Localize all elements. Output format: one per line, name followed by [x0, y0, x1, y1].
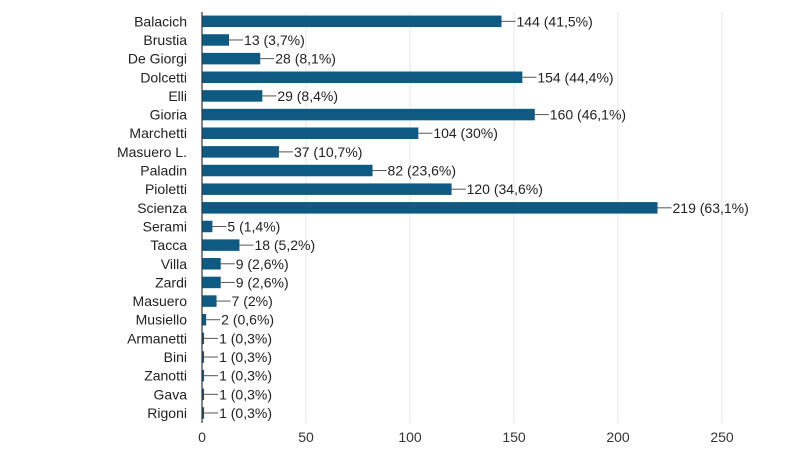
data-label: 5 (1,4%): [227, 218, 280, 234]
bar: [202, 220, 213, 233]
data-label: 9 (2,6%): [236, 256, 289, 272]
data-label: 2 (0,6%): [221, 312, 274, 328]
bar: [202, 295, 217, 307]
category-label: Brustia: [143, 32, 187, 48]
bar: [202, 351, 205, 363]
category-label: Villa: [161, 256, 187, 272]
x-tick-label: 200: [606, 429, 630, 445]
x-tick-label: 0: [198, 429, 206, 445]
data-label: 144 (41,5%): [517, 13, 593, 29]
category-label: Masuero L.: [117, 144, 187, 160]
category-label: Zanotti: [144, 368, 187, 384]
data-label: 104 (30%): [433, 125, 498, 141]
x-tick-label: 150: [502, 429, 526, 445]
data-label: 82 (23,6%): [388, 163, 456, 179]
data-labels: 144 (41,5%) 13 (3,7%) 28 (8,1%) 154 (44,4%)…: [204, 13, 749, 421]
category-label: Musiello: [136, 312, 188, 328]
data-label: 37 (10,7%): [294, 144, 362, 160]
x-tick-label: 50: [298, 429, 314, 445]
data-label: 120 (34,6%): [467, 181, 543, 197]
category-label: Serami: [143, 218, 187, 234]
bar: [202, 202, 658, 214]
bar: [202, 90, 263, 102]
bar: [202, 15, 502, 28]
bar: [202, 71, 523, 84]
category-labels: Balacich Brustia De Giorgi Dolcetti Elli Gior…: [117, 13, 187, 421]
bar: [202, 146, 279, 158]
data-label: 9 (2,6%): [236, 274, 289, 290]
category-label: Tacca: [150, 237, 187, 253]
category-label: Zardi: [155, 274, 187, 290]
category-label: Scienza: [137, 200, 187, 216]
category-label: Rigoni: [147, 405, 187, 421]
bar: [202, 258, 221, 270]
x-axis-ticks: 0 50 100 150 200 250: [198, 429, 734, 445]
x-tick-label: 250: [710, 429, 734, 445]
category-label: Gioria: [150, 107, 188, 123]
category-label: Elli: [168, 88, 187, 104]
data-label: 1 (0,3%): [219, 368, 272, 384]
data-label: 13 (3,7%): [244, 32, 305, 48]
bar: [202, 183, 452, 195]
bar: [202, 332, 205, 345]
bar: [202, 369, 205, 382]
category-label: Dolcetti: [140, 69, 187, 85]
bar: [202, 52, 261, 65]
bar: [202, 313, 207, 326]
data-label: 1 (0,3%): [219, 405, 272, 421]
data-label: 154 (44,4%): [537, 69, 613, 85]
category-label: Balacich: [134, 13, 187, 29]
bar: [202, 239, 240, 251]
data-label: 1 (0,3%): [219, 386, 272, 402]
bar: [202, 34, 230, 46]
data-label: 28 (8,1%): [275, 51, 336, 67]
bar: [202, 164, 373, 177]
category-label: Masuero: [133, 293, 188, 309]
category-label: Pioletti: [145, 181, 187, 197]
data-label: 1 (0,3%): [219, 330, 272, 346]
data-label: 219 (63,1%): [673, 200, 749, 216]
bar: [202, 388, 205, 401]
data-label: 29 (8,4%): [277, 88, 338, 104]
category-label: Marchetti: [129, 125, 187, 141]
category-label: Bini: [164, 349, 187, 365]
data-label: 7 (2%): [232, 293, 273, 309]
bar: [202, 276, 221, 289]
x-tick-label: 100: [398, 429, 422, 445]
data-label: 160 (46,1%): [550, 107, 626, 123]
category-label: De Giorgi: [128, 51, 187, 67]
category-label: Paladin: [140, 163, 187, 179]
bar: [202, 127, 419, 139]
bars: [202, 15, 658, 419]
category-label: Armanetti: [127, 330, 187, 346]
bar: [202, 108, 535, 121]
category-label: Gava: [154, 386, 188, 402]
data-label: 1 (0,3%): [219, 349, 272, 365]
data-label: 18 (5,2%): [254, 237, 315, 253]
bar: [202, 407, 205, 419]
